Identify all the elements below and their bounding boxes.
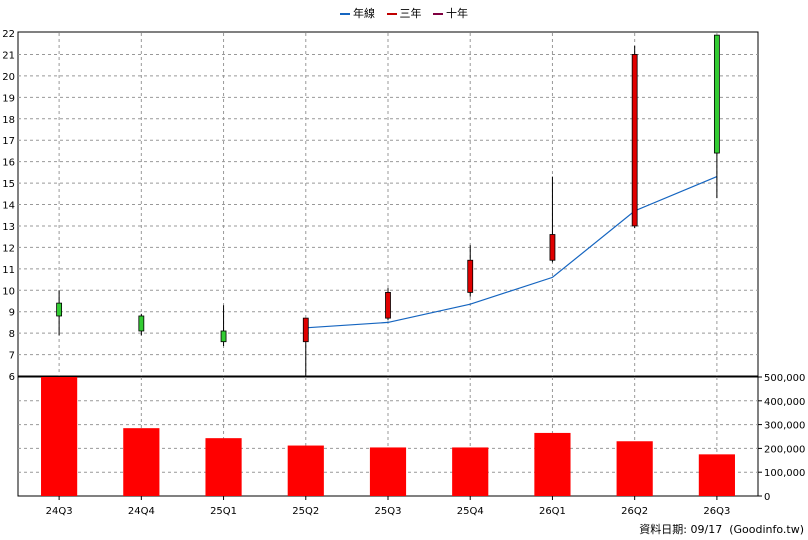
x-tick-label: 24Q4 [128, 506, 155, 517]
volume-bar [287, 445, 324, 496]
legend-label-three-year: 三年 [399, 7, 422, 20]
volume-bar [452, 447, 489, 496]
volume-bar [698, 454, 735, 496]
price-tick-label: 7 [9, 351, 15, 362]
legend-label-ten-year: 十年 [446, 7, 468, 20]
price-tick-label: 14 [2, 201, 15, 212]
candle-body [713, 34, 720, 154]
volume-bar [534, 432, 571, 496]
legend-swatch-annual [340, 13, 350, 15]
volume-tick-label: 100,000 [764, 468, 805, 479]
candle-body [385, 291, 391, 319]
price-tick-label: 16 [2, 158, 15, 169]
candle-body [631, 54, 638, 227]
x-tick-label: 25Q2 [292, 506, 319, 517]
price-tick-label: 15 [2, 179, 15, 190]
candle-body [56, 302, 63, 317]
x-tick-label: 25Q4 [457, 506, 484, 517]
volume-bar [41, 377, 78, 496]
price-tick-label: 13 [2, 222, 15, 233]
x-tick-label: 26Q2 [621, 506, 648, 517]
price-tick-label: 10 [2, 286, 15, 297]
price-tick-label: 8 [9, 329, 15, 340]
legend-label-annual: 年線 [353, 7, 375, 20]
volume-tick-label: 500,000 [764, 373, 805, 384]
price-tick-label: 17 [2, 136, 15, 147]
price-tick-label: 6 [9, 372, 15, 383]
volume-tick-label: 0 [764, 492, 770, 503]
x-tick-label: 26Q1 [539, 506, 566, 517]
legend-item-annual: 年線 [340, 5, 375, 21]
volume-tick-label: 400,000 [764, 397, 805, 408]
volume-bar [205, 438, 242, 496]
legend-item-ten-year: 十年 [433, 5, 468, 21]
x-tick-label: 24Q3 [46, 506, 73, 517]
candle-body [302, 317, 309, 343]
x-tick-label: 25Q1 [210, 506, 237, 517]
candle-body [220, 330, 227, 343]
data-source: (Goodinfo.tw) [729, 523, 804, 536]
legend-swatch-ten-year [433, 13, 443, 15]
price-tick-label: 22 [2, 29, 15, 40]
data-date: 資料日期: 09/17 [639, 523, 723, 536]
price-tick-label: 12 [2, 243, 15, 254]
candle-body [138, 315, 145, 332]
price-tick-label: 11 [2, 265, 15, 276]
candle-body [467, 259, 474, 293]
x-tick-label: 25Q3 [375, 506, 402, 517]
price-tick-label: 20 [2, 72, 15, 83]
footer: 資料日期: 09/17 (Goodinfo.tw) [639, 521, 804, 537]
volume-bar [123, 428, 160, 496]
price-tick-label: 19 [2, 93, 15, 104]
legend-item-three-year: 三年 [386, 5, 422, 21]
ma-line-annual [305, 176, 718, 329]
candle-body [549, 234, 556, 261]
volume-tick-label: 300,000 [764, 421, 805, 432]
volume-bar [616, 441, 653, 496]
legend-swatch-three-year [386, 13, 397, 15]
price-tick-label: 9 [9, 308, 15, 319]
price-tick-label: 21 [2, 50, 15, 61]
price-tick-label: 18 [2, 115, 15, 126]
volume-tick-label: 200,000 [764, 444, 805, 455]
x-tick-label: 26Q3 [703, 506, 730, 517]
chart-legend: 年線 三年 十年 [0, 5, 808, 21]
volume-bar [369, 447, 407, 496]
